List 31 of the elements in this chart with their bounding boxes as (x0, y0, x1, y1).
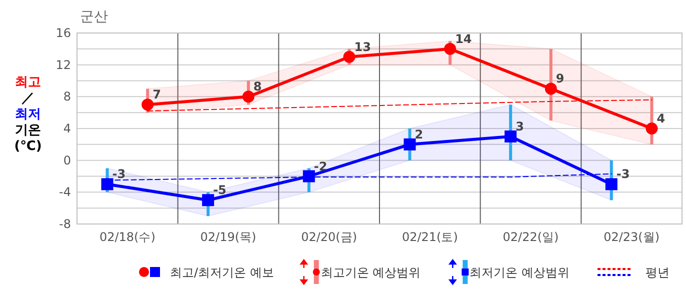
x-tick-label: 02/21(토) (402, 230, 458, 244)
y-axis-title: 최고 ／ 최저 기온 (℃) (14, 75, 42, 154)
data-label: 7 (152, 88, 161, 102)
x-tick-label: 02/18(수) (99, 230, 156, 244)
data-label: 3 (516, 119, 524, 134)
legend-label: 최고/최저기온 예보 (170, 266, 274, 280)
x-tick-label: 02/19(목) (200, 230, 256, 244)
data-label: 2 (414, 127, 424, 142)
data-label: 8 (253, 80, 262, 94)
legend-label: 평년 (646, 266, 670, 280)
data-label: -2 (314, 159, 328, 174)
legend-label: 최저기온 예상범위 (470, 266, 570, 280)
y-tick-label: 0 (63, 153, 71, 168)
y-tick-label: -8 (59, 217, 71, 231)
legend-label: 최고기온 예상범위 (320, 266, 421, 280)
y-tick-label: -4 (59, 185, 71, 200)
data-label: -3 (616, 167, 630, 182)
x-tick-label: 02/20(금) (301, 230, 358, 244)
x-tick-label: 02/22(일) (502, 230, 559, 244)
y-tick-label: 8 (63, 90, 71, 104)
data-label: 13 (354, 40, 371, 54)
data-label: -3 (112, 167, 126, 182)
x-tick-label: 02/23(월) (604, 230, 660, 244)
y-tick-label: 12 (56, 58, 71, 72)
data-label: 9 (556, 72, 564, 86)
chart-title: 군산 (80, 9, 108, 25)
y-tick-label: 16 (56, 26, 71, 40)
data-label: 14 (455, 32, 472, 46)
y-tick-label: 4 (63, 122, 71, 136)
data-label: -5 (213, 183, 226, 198)
data-label: 4 (656, 112, 666, 126)
